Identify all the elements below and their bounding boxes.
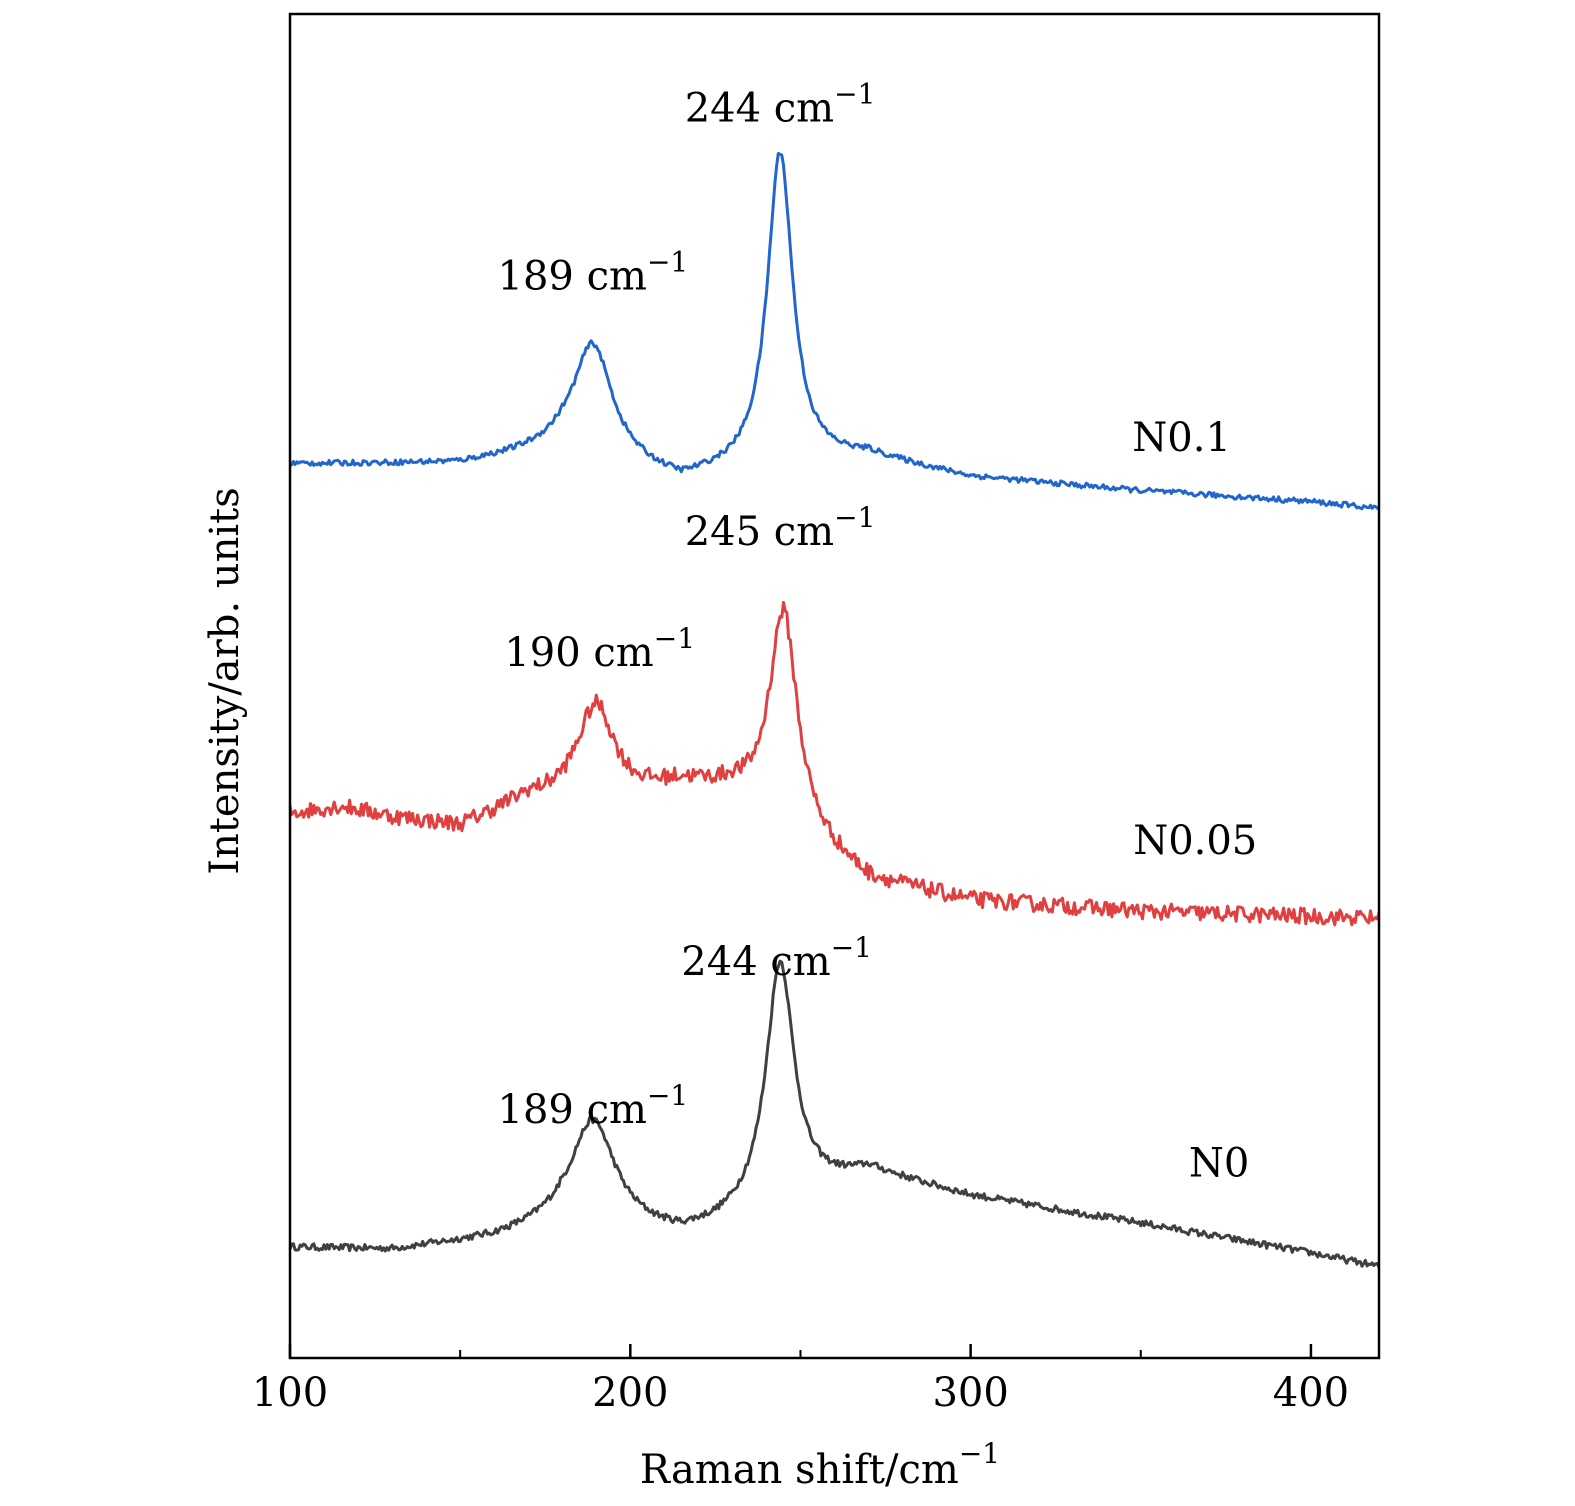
peak-annotation: 244 cm−1 (681, 931, 872, 985)
peak-annotation: 189 cm−1 (498, 246, 689, 300)
series-label: N0.1 (1132, 415, 1231, 461)
x-tick-label: 200 (592, 1370, 668, 1416)
series-line-n0 (288, 959, 1381, 1268)
series-label: N0 (1189, 1141, 1249, 1187)
annotations: 244 cm−1 189 cm−1 N0.1 245 cm−1 190 cm−1 N0.0… (498, 78, 1258, 1187)
peak-annotation: 244 cm−1 (685, 78, 876, 132)
x-axis-title: Raman shift/cm−1 (640, 1437, 1000, 1493)
plot-frame (288, 12, 1381, 1360)
series-line-n0-1 (289, 152, 1380, 511)
series-layer (288, 152, 1381, 1268)
x-tick-label: 100 (252, 1370, 328, 1416)
x-tick-label: 300 (932, 1370, 1008, 1416)
peak-annotation: 245 cm−1 (685, 501, 876, 555)
x-axis-ticks: 100 200 300 400 (252, 1344, 1349, 1416)
y-axis-title: Intensity/arb. units (202, 487, 248, 874)
x-tick-label: 400 (1273, 1370, 1349, 1416)
series-label: N0.05 (1133, 818, 1257, 864)
peak-annotation: 190 cm−1 (504, 622, 695, 676)
peak-annotation: 189 cm−1 (498, 1079, 689, 1133)
series-line-n0-05 (288, 600, 1381, 927)
